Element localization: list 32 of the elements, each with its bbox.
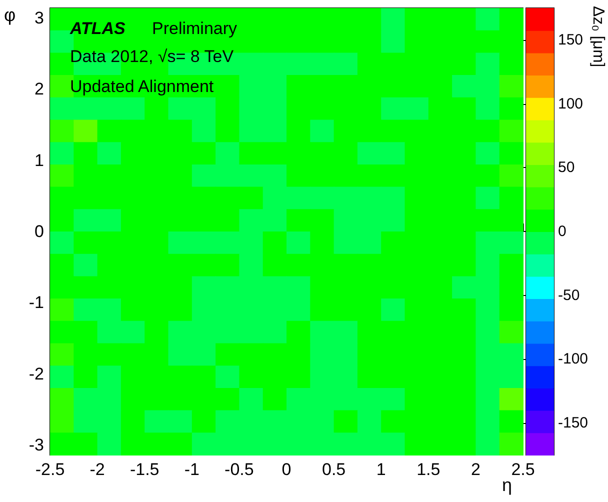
x-tick-label: 0.5 [322,460,346,479]
color-bar-label: 150 [558,31,584,48]
annotation: ATLAS [69,19,126,38]
x-tick-label: -0.5 [224,460,254,479]
annotation: Data 2012, √s= 8 TeV [70,47,234,66]
color-bar-label: 100 [558,95,584,112]
y-tick-label: 3 [34,8,44,28]
x-tick-label: 1 [376,460,386,479]
y-tick-label: -3 [28,435,44,454]
color-bar-label: 50 [558,159,575,176]
y-tick-label: 0 [34,222,44,241]
x-tick-label: 2.5 [511,460,535,479]
annotation: Preliminary [152,19,238,38]
x-tick-label: -2.5 [35,460,65,479]
y-tick-label: -1 [28,293,44,312]
color-bar-label: -50 [558,286,580,304]
y-tick-label: -2 [28,364,44,384]
x-tick-label: 0 [282,460,292,479]
color-bar-label: -150 [558,414,588,432]
color-bar-label: 0 [558,223,566,240]
color-bar-label: -100 [558,350,588,368]
x-tick-label: -2 [90,460,105,479]
color-bar-title: Δz₀ [μm] [590,6,606,68]
x-axis-title: η [502,475,512,495]
x-tick-label: -1 [184,460,200,479]
y-tick-label: 2 [34,80,44,99]
x-tick-label: -1.5 [130,460,160,479]
x-tick-label: 1.5 [416,460,440,479]
x-tick-label: 2 [470,460,480,479]
y-axis-title: φ [4,5,16,25]
y-tick-label: 1 [34,150,44,170]
annotation: Updated Alignment [70,77,214,96]
